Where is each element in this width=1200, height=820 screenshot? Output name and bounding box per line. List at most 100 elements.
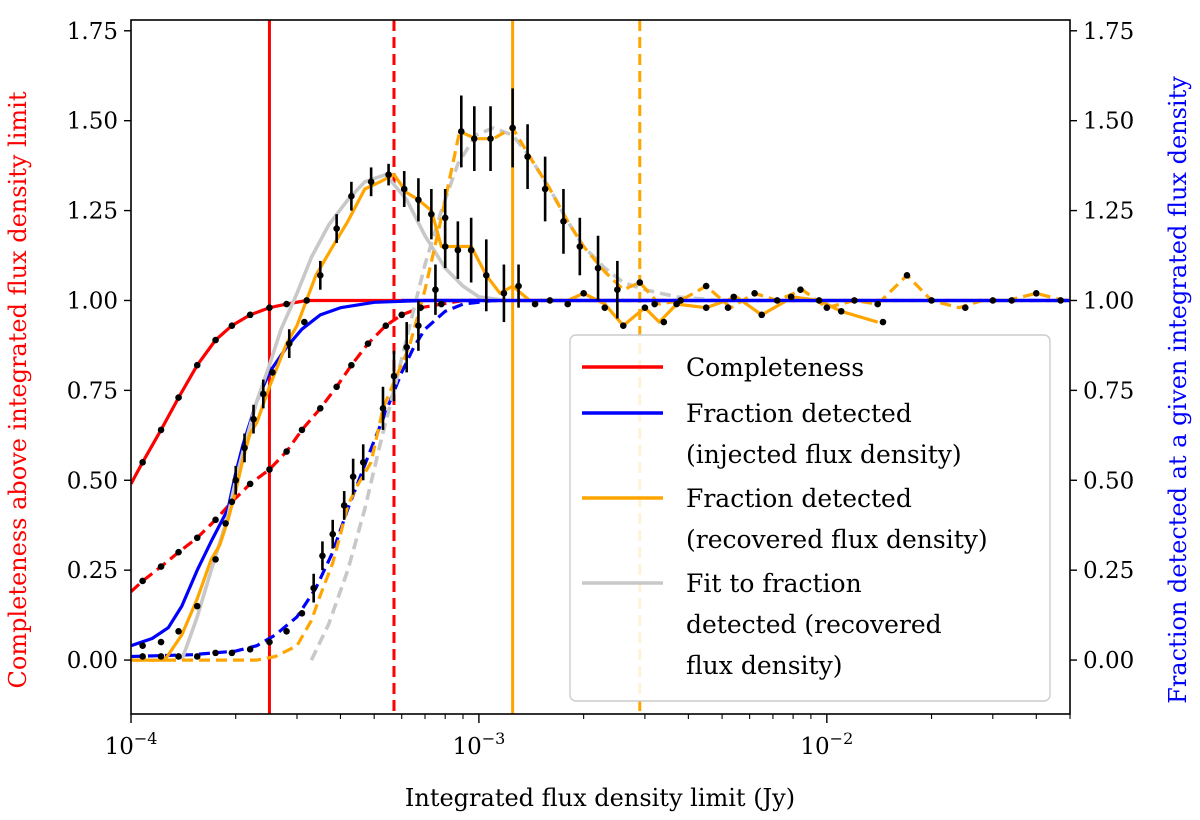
legend-box (569, 334, 1051, 702)
data-point-73 (594, 264, 602, 272)
data-point-16 (367, 178, 375, 186)
data-point-1 (157, 638, 165, 646)
data-point-67 (487, 135, 494, 142)
data-point-49 (246, 645, 254, 653)
plot-frame (130, 19, 1071, 715)
data-point-28 (546, 297, 554, 304)
left-y-axis-title: Completeness above integrated flux densi… (4, 91, 32, 688)
data-point-53 (310, 584, 317, 592)
y-tick-label-left: 1.00 (67, 288, 118, 314)
legend-label: detected (recovered (686, 610, 942, 639)
y-tick-label-right: 1.25 (1083, 199, 1134, 225)
data-point-74 (614, 286, 621, 293)
legend-label: flux density) (686, 651, 842, 680)
data-point-36 (702, 304, 710, 311)
series-0-marker-1 (157, 426, 165, 434)
data-point-18 (400, 185, 408, 193)
series-0-marker-0 (139, 458, 146, 466)
data-point-63 (432, 286, 439, 293)
y-tick-label-left: 1.75 (67, 19, 118, 45)
data-point-21 (441, 243, 449, 250)
data-point-68 (509, 124, 516, 132)
data-point-59 (379, 405, 387, 412)
series-line-4 (180, 172, 1070, 661)
x-tick-label: 10−3 (452, 729, 505, 760)
series-1-marker-14 (382, 322, 390, 329)
series-1-marker-13 (364, 340, 372, 347)
y-tick-label-left: 1.25 (67, 199, 118, 225)
data-point-5 (222, 520, 229, 527)
data-point-92 (1057, 297, 1064, 304)
data-point-30 (580, 289, 587, 297)
data-point-4 (212, 556, 219, 563)
data-point-81 (773, 297, 781, 304)
series-0-marker-8 (283, 300, 290, 308)
series-1-marker-16 (417, 304, 424, 311)
data-point-78 (702, 282, 710, 290)
data-point-86 (903, 272, 911, 279)
data-point-87 (928, 297, 935, 304)
data-point-11 (285, 340, 293, 347)
data-point-57 (349, 473, 357, 480)
data-point-12 (301, 318, 308, 326)
data-point-15 (348, 192, 355, 200)
y-tick-label-right: 1.75 (1083, 19, 1134, 45)
series-0-marker-6 (246, 311, 254, 319)
series-1-marker-9 (298, 426, 306, 434)
data-point-8 (250, 415, 257, 423)
y-tick-label-left: 0.25 (67, 558, 118, 584)
data-point-88 (961, 304, 969, 311)
data-point-85 (874, 300, 881, 308)
y-tick-label-right: 0.75 (1083, 378, 1134, 404)
series-line-7 (131, 126, 1065, 662)
data-point-56 (340, 502, 348, 509)
data-point-13 (316, 272, 324, 279)
data-point-9 (259, 390, 267, 398)
data-point-37 (730, 293, 738, 301)
series-1-marker-11 (333, 383, 340, 391)
data-point-52 (298, 610, 306, 617)
series-1-marker-10 (316, 405, 324, 412)
data-point-17 (385, 171, 392, 178)
legend-label: (recovered flux density) (686, 525, 988, 554)
series-1-marker-8 (283, 448, 290, 455)
data-point-2 (175, 627, 182, 635)
series-1-marker-3 (193, 534, 201, 542)
data-point-61 (403, 343, 410, 351)
data-point-38 (758, 311, 766, 319)
data-point-60 (390, 372, 398, 380)
data-point-64 (441, 214, 449, 222)
data-point-50 (266, 638, 273, 646)
series-1-marker-15 (398, 311, 406, 319)
data-point-62 (415, 322, 422, 329)
data-point-40 (815, 297, 823, 304)
data-point-7 (241, 444, 248, 452)
y-tick-label-right: 1.50 (1083, 109, 1134, 135)
legend-label: Fraction detected (686, 484, 912, 513)
data-point-45 (175, 653, 182, 660)
y-tick-label-left: 0.00 (67, 648, 118, 674)
data-point-65 (458, 128, 465, 135)
series-1-marker-6 (246, 480, 254, 488)
series-line-3 (131, 298, 1070, 659)
series-line-1 (131, 298, 1070, 593)
y-tick-label-right: 1.00 (1083, 288, 1134, 314)
series-1-marker-0 (139, 577, 146, 585)
data-point-75 (636, 279, 644, 286)
data-point-79 (724, 304, 732, 311)
right-y-axis-title: Fraction detected at a given integrated … (1164, 76, 1192, 704)
data-point-90 (1008, 297, 1016, 304)
data-point-41 (837, 307, 845, 315)
y-tick-label-right: 0.50 (1083, 468, 1134, 494)
series-0-marker-7 (266, 304, 273, 311)
series-1-marker-7 (266, 466, 273, 473)
series-1-marker-17 (438, 300, 445, 308)
legend-label: Completeness (686, 353, 864, 382)
data-point-47 (212, 649, 219, 657)
data-point-51 (283, 627, 290, 635)
data-point-39 (787, 293, 795, 301)
series-1-marker-5 (228, 498, 236, 506)
data-point-89 (989, 297, 997, 304)
data-point-23 (467, 246, 475, 254)
data-point-77 (677, 297, 684, 304)
